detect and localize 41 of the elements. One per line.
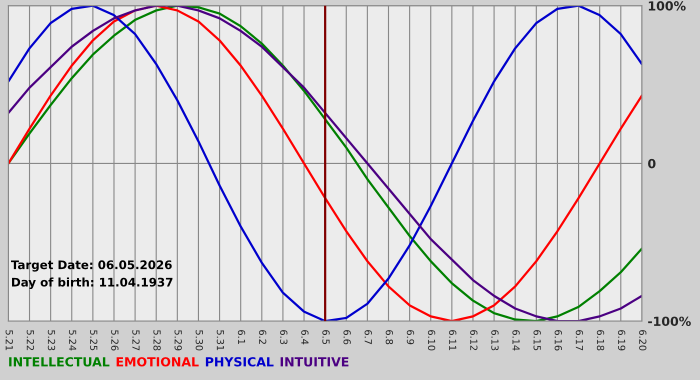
x-tick-label: 6.16 [554,330,562,350]
x-tick-label: 5.24 [68,330,76,351]
text: INTUITIVE [280,357,348,367]
x-tick-label: 6.3 [280,330,288,344]
x-tick-label: 5.25 [90,330,98,350]
x-tick-label: 5.28 [153,330,161,350]
x-tick-label: 6.8 [386,330,394,344]
x-tick-label: 5.22 [26,330,34,350]
x-tick-label: 6.6 [343,330,351,344]
text: EMOTIONAL [116,357,199,367]
x-tick-label: 6.2 [258,330,266,344]
x-tick-label: 6.9 [406,330,414,344]
x-tick-label: 6.20 [639,330,646,350]
x-tick-label: 6.11 [449,330,456,350]
text: PHYSICAL [206,357,274,367]
x-tick-label: 6.14 [512,330,520,351]
y-tick-label: -100% [648,316,691,326]
x-tick-label: 6.13 [491,330,499,350]
x-tick-label: 6.5 [322,330,330,344]
x-tick-label: 5.23 [48,330,56,350]
x-tick-label: 6.17 [576,330,584,350]
x-tick-label: 6.1 [238,330,246,344]
x-tick-label: 6.15 [533,330,541,350]
annotation: Target Date: 06.05.2026 [10,260,172,272]
x-tick-label: 5.30 [196,330,203,350]
y-tick-label: 0 [648,158,656,168]
x-tick-label: 5.21 [6,330,13,350]
x-tick-label: 6.4 [301,330,309,344]
x-tick-label: 5.29 [174,330,182,350]
x-tick-label: 6.10 [428,330,436,350]
x-tick-label: 6.7 [364,330,372,344]
text: INTELLECTUAL [9,357,110,367]
x-tick-label: 5.27 [132,330,140,350]
x-tick-label: 5.31 [216,330,224,350]
x-tick-label: 6.18 [596,330,604,350]
y-tick-label: 100% [648,1,686,11]
x-tick-label: 6.12 [470,330,478,350]
x-tick-label: 6.19 [618,330,626,350]
line-series [8,6,642,322]
x-tick-label: 5.26 [111,330,119,350]
annotation: Day of birth: 11.04.1937 [12,277,172,290]
